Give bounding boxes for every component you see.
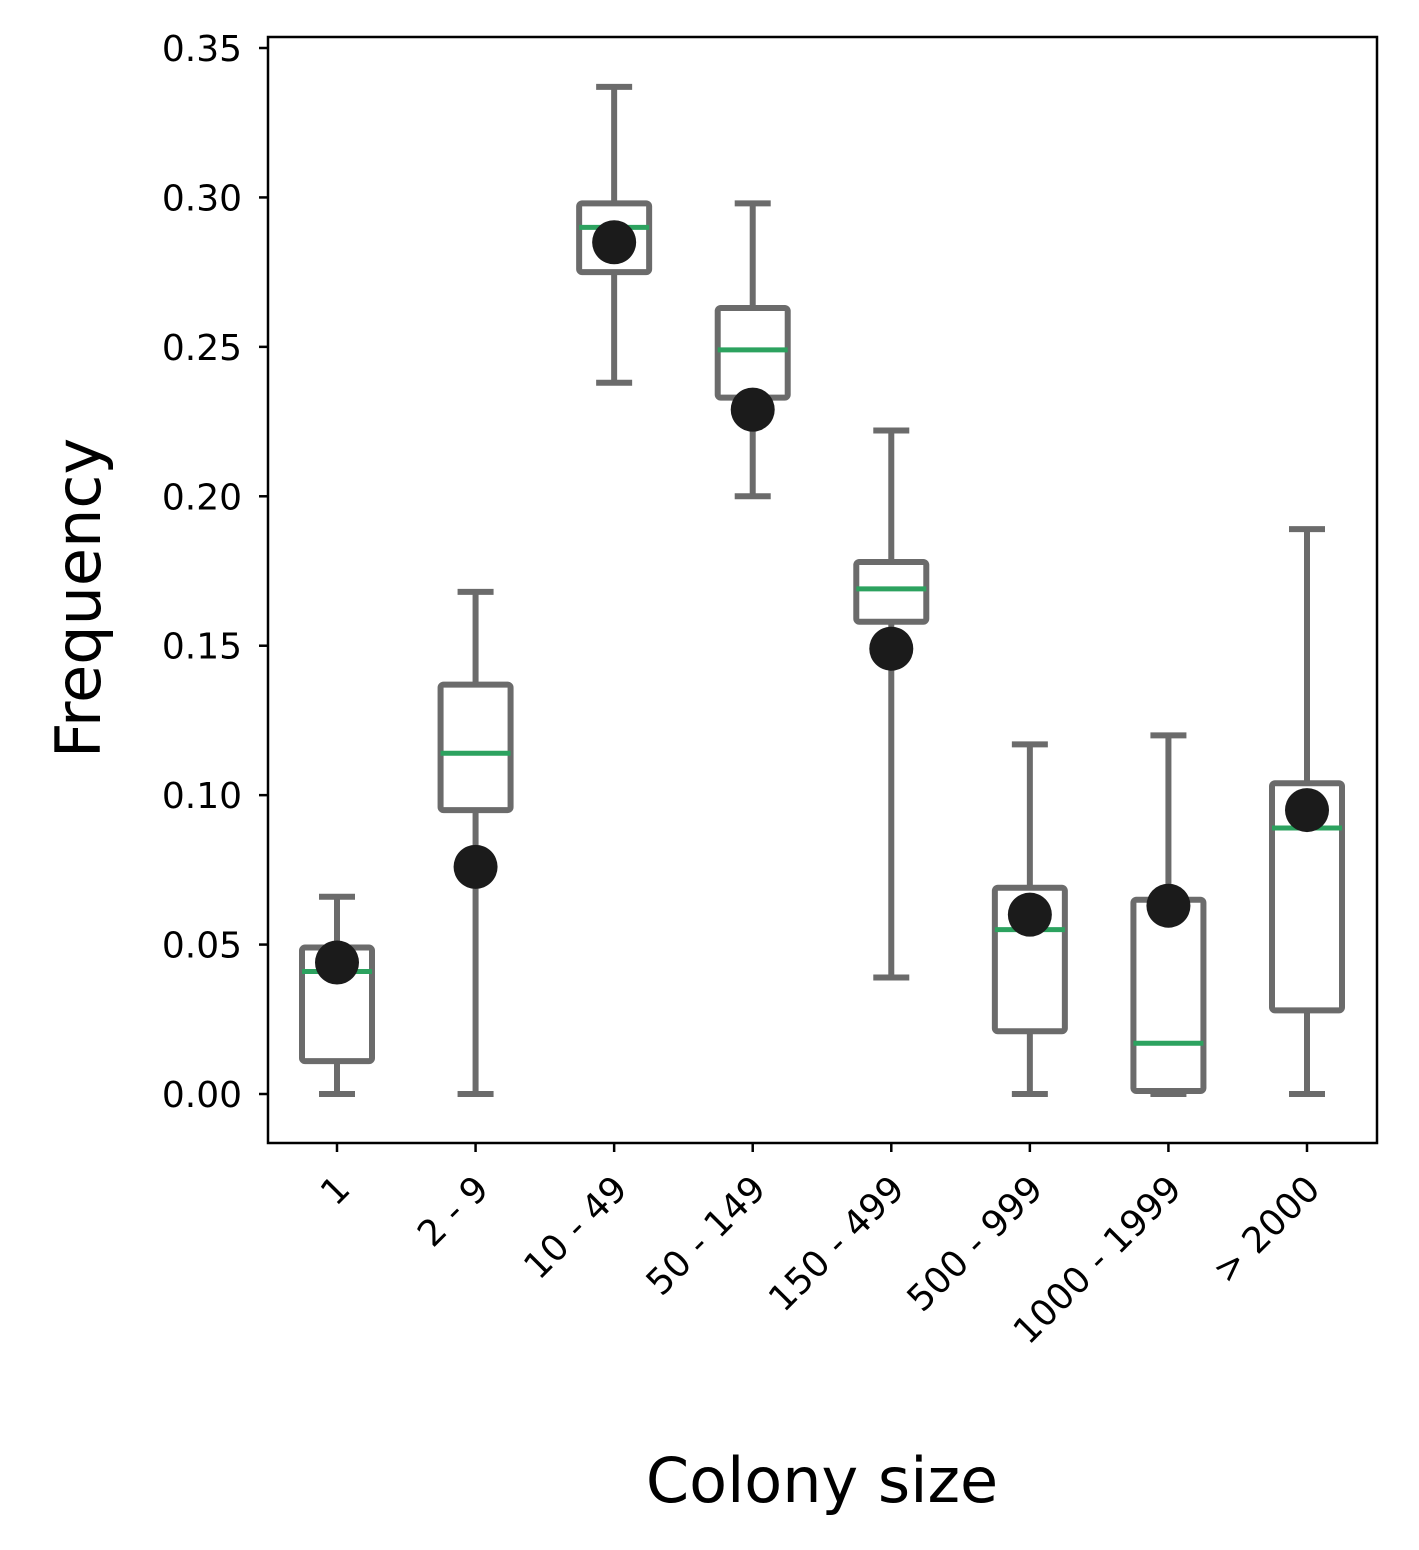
y-tick-label: 0.30	[162, 178, 242, 219]
box-iqr	[1130, 896, 1207, 1095]
observed-point-0	[315, 940, 359, 985]
y-tick-label: 0.20	[162, 477, 242, 518]
observed-point-6	[1146, 883, 1191, 928]
observed-point-1	[453, 844, 498, 889]
x-tick-label: 10 - 49	[516, 1168, 635, 1287]
observed-point-2	[592, 220, 637, 265]
y-axis-title: Frequency	[42, 438, 115, 758]
y-tick-label: 0.05	[162, 926, 242, 967]
observed-point-3	[730, 387, 775, 432]
box-iqr	[714, 305, 791, 401]
y-tick-label: 0.10	[162, 776, 242, 817]
y-tick-label: 0.35	[162, 29, 242, 70]
x-tick-label: 500 - 999	[900, 1168, 1052, 1320]
y-tick-label: 0.15	[162, 627, 242, 668]
observed-point-7	[1285, 788, 1329, 833]
box-group-0	[299, 893, 375, 1097]
box-group-3	[714, 200, 791, 500]
box-iqr	[1269, 780, 1345, 1014]
y-tick-label: 0.00	[162, 1075, 242, 1116]
observed-point-4	[869, 626, 914, 671]
box-group-1	[437, 588, 514, 1097]
y-axis: 0.00 0.05 0.10 0.15 0.20 0.25 0.30 0.35	[162, 29, 268, 1116]
box-iqr	[437, 681, 514, 814]
x-tick-label: 2 - 9	[410, 1168, 497, 1255]
observed-point-5	[1007, 892, 1052, 937]
plot-frame	[266, 35, 1379, 1145]
box-group-7	[1269, 526, 1345, 1097]
x-tick-label: 1	[313, 1168, 358, 1213]
x-axis-title: Colony size	[646, 1444, 998, 1517]
box-group-4	[853, 427, 930, 981]
x-tick-label: > 2000	[1205, 1168, 1328, 1291]
x-tick-label: 50 - 149	[639, 1168, 774, 1303]
chart-marks	[299, 83, 1345, 1097]
box-group-6	[1130, 732, 1207, 1097]
x-tick-label: 150 - 499	[761, 1168, 913, 1320]
y-tick-label: 0.25	[162, 328, 242, 369]
box-iqr	[853, 559, 930, 625]
